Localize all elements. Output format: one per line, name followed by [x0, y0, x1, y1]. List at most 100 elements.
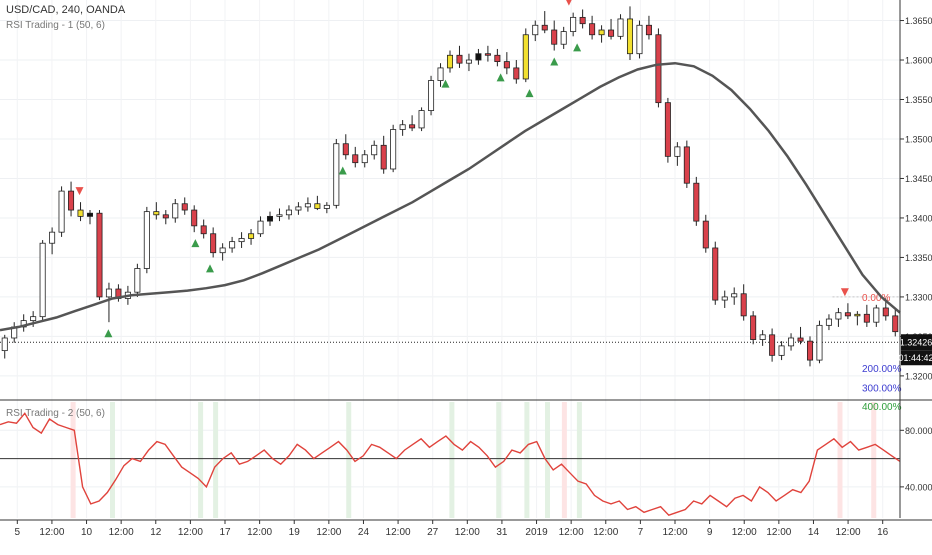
time-tick-label: 14 — [808, 527, 820, 538]
rsi-signal-band — [545, 402, 550, 518]
sub-indicator-title: RSI Trading - 2 (50, 6) — [6, 408, 105, 419]
fib-level-label: 400.00% — [862, 402, 902, 413]
candle-body — [797, 337, 804, 342]
candle-body — [636, 24, 643, 55]
rsi-signal-band — [561, 402, 567, 518]
time-tick-label: 12:00 — [109, 527, 134, 538]
candle-body — [162, 214, 169, 219]
buy-arrow — [525, 89, 534, 98]
rsi-signal-band — [576, 402, 582, 518]
fib-level-label: 300.00% — [862, 384, 902, 395]
candle-body — [276, 214, 283, 217]
candle-body — [806, 340, 814, 361]
candle-body — [352, 154, 359, 164]
price-tick-label: 1.33000 — [905, 292, 932, 302]
candle-body — [143, 211, 150, 269]
candle-body — [390, 129, 397, 170]
candle-body — [617, 18, 624, 37]
candle-body — [304, 203, 311, 208]
candle-body — [285, 209, 292, 216]
rsi-signal-band — [871, 402, 877, 518]
candle-body — [248, 233, 255, 239]
time-tick-label: 27 — [427, 527, 439, 538]
axis-labels: 1.36500 1.36000 1.35500 1.35000 1.34500 1.340… — [15, 16, 932, 538]
candle-body — [210, 233, 217, 254]
candle-body — [266, 215, 274, 222]
candle-body — [105, 288, 112, 298]
candle-body — [49, 231, 56, 244]
candle-body — [863, 313, 870, 323]
time-tick-label: 12:00 — [247, 527, 272, 538]
candle-body — [295, 206, 302, 211]
candle-body — [361, 154, 368, 164]
candle-body — [465, 59, 472, 64]
candle-body — [570, 16, 577, 32]
candle-body — [778, 345, 785, 356]
candle-body — [598, 29, 605, 36]
fib-levels: 0.00% 200.00% 300.00% 400.00% — [0, 293, 902, 413]
rsi-signal-bands — [70, 402, 877, 518]
price-tick-label: 1.33500 — [905, 253, 932, 263]
time-tick-label: 12:00 — [316, 527, 341, 538]
current-price-label: 1.32426 — [900, 338, 932, 348]
candle-body — [788, 337, 795, 347]
buy-arrow — [206, 264, 214, 273]
rsi-signal-band — [198, 402, 204, 518]
candle-body — [30, 316, 37, 322]
candle-body — [816, 324, 823, 361]
time-tick-label: 12 — [150, 527, 162, 538]
candle-body — [579, 16, 586, 25]
price-tick-label: 1.32000 — [905, 371, 932, 381]
time-tick-label: 12:00 — [836, 527, 861, 538]
candle-body — [750, 315, 757, 340]
fib-level-label: 200.00% — [862, 364, 902, 375]
buy-arrow — [338, 166, 347, 175]
candle-body — [541, 24, 548, 31]
candle-body — [494, 54, 501, 62]
candle-body — [314, 203, 321, 209]
candle-body — [740, 293, 747, 317]
candle-body — [712, 247, 719, 301]
time-tick-label: 12:00 — [455, 527, 480, 538]
indicator-title: RSI Trading - 1 (50, 6) — [6, 20, 105, 31]
time-tick-label: 2019 — [525, 527, 548, 538]
time-tick-label: 31 — [496, 527, 508, 538]
rsi-line — [0, 412, 901, 517]
price-tick-label: 1.34000 — [905, 213, 932, 223]
candle-body — [769, 334, 776, 356]
time-tick-label: 24 — [358, 527, 370, 538]
candle-body — [674, 146, 681, 157]
price-tick-label: 1.36000 — [905, 56, 932, 66]
buy-arrow — [441, 79, 450, 88]
candle-body — [759, 334, 766, 340]
rsi-tick-label: 80.0000 — [905, 426, 932, 436]
rsi-signal-band — [837, 402, 843, 518]
price-tick-label: 1.36500 — [905, 16, 932, 26]
candle-body — [456, 54, 463, 64]
candle-body — [1, 337, 8, 352]
buy-arrow — [550, 57, 559, 66]
candle-body — [238, 238, 245, 243]
candle-body — [333, 143, 340, 206]
time-tick-label: 5 — [15, 527, 21, 538]
sell-arrow — [566, 0, 572, 6]
candle-body — [39, 242, 46, 318]
price-tick-label: 1.34500 — [905, 174, 932, 184]
candle-body — [58, 190, 65, 233]
candle-body — [702, 220, 709, 249]
candle-body — [503, 61, 510, 69]
sell-arrow — [75, 187, 84, 196]
time-tick-label: 12:00 — [39, 527, 64, 538]
time-tick-label: 12:00 — [766, 527, 791, 538]
rsi-signal-band — [70, 402, 76, 518]
candle-body — [219, 247, 226, 254]
rsi-signal-band — [346, 402, 352, 518]
candle-body — [589, 23, 596, 36]
time-tick-label: 7 — [638, 527, 644, 538]
candle-body — [437, 67, 444, 81]
candle-body — [229, 241, 236, 249]
candle-body — [683, 146, 690, 184]
time-tick-label: 12:00 — [178, 527, 203, 538]
gridlines — [0, 0, 900, 518]
